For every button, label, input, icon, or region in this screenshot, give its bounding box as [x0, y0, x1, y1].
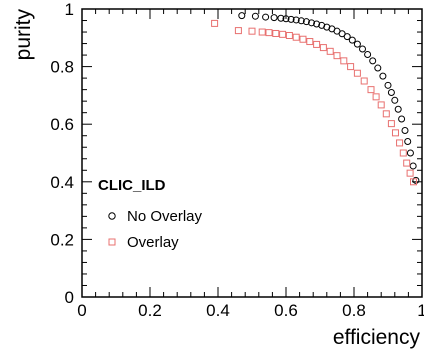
- x-tick-label: 1: [417, 301, 424, 320]
- data-point: [313, 20, 321, 28]
- legend-marker-no-overlay: [108, 212, 116, 220]
- data-point: [299, 35, 307, 43]
- data-point: [391, 129, 399, 137]
- data-point: [270, 14, 278, 22]
- data-point: [340, 57, 348, 65]
- data-point: [374, 64, 382, 72]
- data-point: [308, 19, 315, 27]
- data-point: [359, 45, 366, 53]
- legend-marker-overlay: [108, 238, 116, 246]
- data-point: [285, 31, 293, 39]
- data-point: [234, 27, 242, 35]
- data-point: [282, 15, 290, 23]
- data-point: [396, 139, 404, 147]
- plot-frame: [81, 8, 423, 298]
- data-point: [302, 18, 310, 26]
- series-no-overlay: [238, 12, 420, 184]
- data-point: [367, 86, 375, 94]
- x-tick-label: 0.4: [206, 301, 230, 320]
- x-tick-label: 0.8: [342, 301, 366, 320]
- data-point: [398, 115, 406, 123]
- y-tick-label: 0.4: [50, 173, 74, 192]
- data-point: [265, 29, 273, 37]
- data-point: [258, 28, 266, 36]
- legend: CLIC_ILD No Overlay Overlay: [98, 177, 203, 251]
- data-point: [353, 69, 361, 77]
- data-point: [272, 29, 280, 37]
- legend-label-no-overlay: No Overlay: [127, 208, 203, 225]
- data-point: [382, 110, 390, 118]
- data-point: [391, 96, 399, 104]
- data-point: [248, 27, 256, 35]
- data-point: [297, 17, 305, 25]
- data-point: [313, 40, 321, 48]
- data-point: [279, 30, 287, 38]
- y-tick-label: 0.8: [50, 58, 74, 77]
- data-point: [306, 38, 314, 46]
- data-point: [406, 149, 414, 157]
- data-point: [377, 101, 385, 109]
- x-tick-label: 0: [77, 301, 86, 320]
- data-point: [277, 14, 285, 22]
- data-point: [404, 137, 412, 145]
- data-point: [372, 93, 380, 101]
- legend-title: CLIC_ILD: [98, 177, 166, 194]
- data-point: [403, 159, 411, 167]
- data-point: [360, 77, 368, 85]
- data-point: [326, 47, 334, 55]
- series-layer: [211, 12, 420, 186]
- data-point: [238, 12, 246, 20]
- y-tick-label: 0.2: [50, 230, 74, 249]
- data-point: [292, 16, 300, 24]
- data-point: [387, 89, 395, 97]
- legend-label-overlay: Overlay: [127, 234, 179, 251]
- data-point: [387, 120, 395, 128]
- tick-labels: 0 0.2 0.4 0.6 0.8 1 0 0.2 0.4 0.6 0.8 1: [50, 0, 424, 320]
- y-tick-label: 1: [65, 0, 74, 19]
- data-point: [406, 169, 414, 177]
- data-point: [401, 127, 409, 135]
- data-point: [319, 44, 327, 52]
- x-axis-title: efficiency: [333, 326, 421, 349]
- data-point: [347, 63, 355, 71]
- data-point: [384, 81, 392, 89]
- data-point: [343, 33, 351, 41]
- data-point: [292, 33, 300, 41]
- data-point: [364, 51, 372, 59]
- y-tick-label: 0: [65, 288, 74, 307]
- data-point: [379, 72, 387, 80]
- y-axis-title: purity: [12, 9, 35, 61]
- data-point: [262, 13, 270, 21]
- y-tick-label: 0.6: [50, 115, 74, 134]
- data-point: [399, 149, 407, 157]
- data-point: [211, 19, 219, 27]
- data-point: [409, 162, 417, 170]
- x-tick-label: 0.6: [274, 301, 298, 320]
- data-point: [410, 178, 417, 186]
- data-point: [287, 15, 295, 23]
- data-point: [338, 30, 346, 38]
- data-point: [369, 57, 377, 65]
- data-point: [394, 105, 402, 113]
- data-point: [348, 36, 356, 44]
- x-tick-label: 0.2: [138, 301, 162, 320]
- data-point: [251, 12, 259, 20]
- series-overlay: [211, 19, 417, 186]
- data-point: [333, 52, 341, 60]
- ticks: [81, 8, 423, 298]
- data-point: [353, 40, 361, 48]
- data-point: [412, 176, 420, 184]
